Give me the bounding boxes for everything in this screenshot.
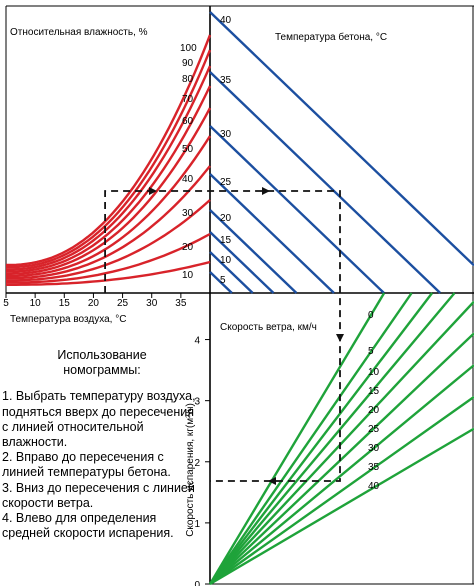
humidity-curve-label-70: 70 xyxy=(182,94,194,105)
wind-speed-label-15: 15 xyxy=(368,386,380,397)
concrete-temp-line-40 xyxy=(209,11,474,267)
air-temperature-axis-label: Температура воздуха, °С xyxy=(10,314,126,325)
humidity-curve-70 xyxy=(6,85,212,273)
concrete-temp-label-15: 15 xyxy=(220,235,232,246)
instructions-title: Использование номограммы: xyxy=(2,348,202,378)
humidity-curve-label-10: 10 xyxy=(182,270,194,281)
concrete-temp-label-35: 35 xyxy=(220,75,232,86)
concrete-temp-line-30 xyxy=(209,125,385,294)
humidity-curve-60 xyxy=(6,107,212,275)
wind-speed-label-0: 0 xyxy=(368,310,374,321)
humidity-curve-label-50: 50 xyxy=(182,144,194,155)
concrete-temp-label-25: 25 xyxy=(220,177,232,188)
wind-speed-line-40 xyxy=(209,427,474,586)
wind-speed-line-35 xyxy=(209,395,474,585)
concrete-temp-label-30: 30 xyxy=(220,129,232,140)
concrete-temp-label-40: 40 xyxy=(220,15,232,26)
instruction-step-3: 3. Вниз до пересечения с линией скорости… xyxy=(2,480,195,510)
evaporation-tick-label: 1 xyxy=(194,519,200,530)
humidity-curve-label-90: 90 xyxy=(182,58,194,69)
wind-speed-label-35: 35 xyxy=(368,462,380,473)
air-temp-tick-label: 35 xyxy=(175,298,187,309)
air-temp-tick-label: 30 xyxy=(146,298,158,309)
instructions-title-line1: Использование xyxy=(57,348,147,362)
humidity-curve-90 xyxy=(6,49,212,269)
humidity-curve-40 xyxy=(6,165,211,280)
instruction-step-1: 1. Выбрать температуру воздуха, поднятьс… xyxy=(2,389,196,450)
wind-speed-line-25 xyxy=(209,332,474,585)
concrete-temp-line-35 xyxy=(209,71,442,294)
concrete-temp-line-5 xyxy=(209,271,233,294)
concrete-temp-label-20: 20 xyxy=(220,213,232,224)
concrete-temperature-panel xyxy=(209,11,474,294)
guide-arrow-down xyxy=(336,334,344,342)
humidity-curve-80 xyxy=(6,65,212,271)
humidity-curve-label-20: 20 xyxy=(182,242,194,253)
concrete-temperature-axis-label: Температура бетона, °С xyxy=(275,31,387,43)
wind-speed-line-20 xyxy=(209,300,474,585)
wind-speed-label-40: 40 xyxy=(368,481,380,492)
example-guide-path xyxy=(104,187,344,485)
instruction-step-2: 2. Вправо до пересечения с линией темпер… xyxy=(2,450,171,480)
chart-labels: 5 10 15 20 25 30 35100908070605040302010Относи… xyxy=(3,15,387,586)
concrete-temp-line-10 xyxy=(209,251,254,294)
evaporation-tick-label: 4 xyxy=(194,336,200,347)
wind-speed-panel xyxy=(208,292,474,586)
humidity-curve-30 xyxy=(6,199,211,282)
concrete-temp-line-15 xyxy=(209,231,275,294)
guide-arrow-right-2 xyxy=(262,187,270,195)
instruction-step-4: 4. Влево для определения средней скорост… xyxy=(2,511,174,541)
air-temp-tick-label: 25 xyxy=(117,298,129,309)
wind-speed-label-5: 5 xyxy=(368,346,374,357)
air-temp-tick-label: 10 xyxy=(30,298,42,309)
guide-arrow-left xyxy=(268,477,276,485)
wind-speed-label-20: 20 xyxy=(368,405,380,416)
evaporation-tick-label: 3 xyxy=(194,397,200,408)
wind-speed-line-5 xyxy=(209,292,413,585)
humidity-axis-label: Относительная влажность, % xyxy=(10,27,148,38)
humidity-curve-50 xyxy=(6,135,212,278)
humidity-curve-20 xyxy=(6,232,211,284)
humidity-curve-100 xyxy=(6,34,212,267)
humidity-curve-label-30: 30 xyxy=(182,208,194,219)
humidity-curve-label-100: 100 xyxy=(180,43,197,54)
wind-speed-line-15 xyxy=(209,292,456,585)
nomogram-instructions: Использование номограммы: 1. Выбрать тем… xyxy=(2,348,202,541)
evaporation-tick-label: 2 xyxy=(194,458,200,469)
wind-speed-label-25: 25 xyxy=(368,424,380,435)
concrete-temp-label-10: 10 xyxy=(220,255,232,266)
guide-arrow-right-1 xyxy=(149,187,157,195)
humidity-panel xyxy=(6,34,212,286)
wind-speed-label-30: 30 xyxy=(368,443,380,454)
concrete-temp-line-25 xyxy=(209,173,335,294)
air-temp-tick-label: 5 xyxy=(3,298,9,309)
concrete-temp-label-5: 5 xyxy=(220,275,226,286)
wind-speed-line-0 xyxy=(208,292,386,585)
wind-speed-line-30 xyxy=(209,364,474,585)
concrete-temp-line-20 xyxy=(209,209,298,294)
example-dashed-path xyxy=(104,190,341,482)
evaporation-axis-label: Скорость испарения, кг(м²/ч) xyxy=(185,403,196,537)
wind-speed-line-10 xyxy=(209,292,434,585)
wind-speed-label-10: 10 xyxy=(368,367,380,378)
instructions-title-line2: номограммы: xyxy=(63,363,141,378)
wind-speed-axis-label: Скорость ветра, км/ч xyxy=(220,322,317,333)
air-temp-tick-label: 15 xyxy=(59,298,71,309)
humidity-curve-10 xyxy=(6,260,211,286)
humidity-curve-label-80: 80 xyxy=(182,74,194,85)
chart-frame xyxy=(5,5,474,585)
evaporation-tick-label: 0 xyxy=(194,580,200,586)
air-temp-tick-label: 20 xyxy=(88,298,100,309)
humidity-curve-label-40: 40 xyxy=(182,174,194,185)
humidity-curve-label-60: 60 xyxy=(182,116,194,127)
